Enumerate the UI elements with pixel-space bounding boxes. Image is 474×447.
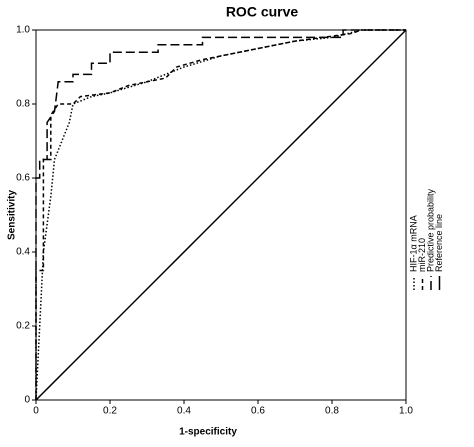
y-tick-label: 0.6 [16,173,30,184]
x-tick-label: 0.6 [251,406,265,417]
y-tick-label: 0.8 [16,99,30,110]
roc-line [35,29,407,401]
x-axis-label: 1-specificity [179,427,237,438]
x-tick-label: 0.8 [325,406,339,417]
legend-label: Predictive probability [425,188,435,272]
x-tick-label: 0.4 [177,406,191,417]
y-tick-label: 0.4 [16,247,30,258]
x-tick-label: 1.0 [399,406,413,417]
chart-title: ROC curve [226,4,299,20]
legend-label: miR-210 [417,238,427,272]
y-tick-label: 0 [24,395,30,406]
roc-line [35,29,406,400]
legend-label: Reference line [434,214,444,272]
y-tick-label: 0.2 [16,321,30,332]
y-axis-label: Sensitivity [7,190,18,240]
x-tick-label: 0 [33,406,39,417]
x-tick-label: 0.2 [103,406,117,417]
legend-label: HIF-1α mRNA [408,215,418,272]
y-tick-label: 1.0 [16,25,30,36]
